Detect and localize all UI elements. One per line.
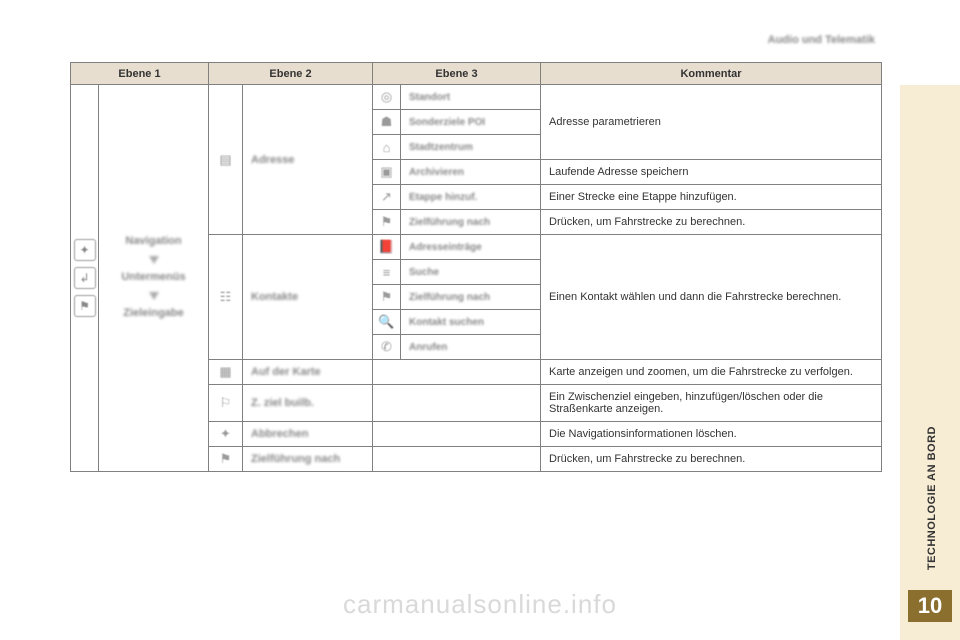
target-icon: ◎ bbox=[381, 89, 392, 105]
comment-cell: Drücken, um Fahrstrecke zu berechnen. bbox=[541, 447, 882, 472]
level2-label: Kontakte bbox=[243, 235, 373, 360]
poi-icon: ☗ bbox=[381, 114, 393, 130]
level2-label: Auf der Karte bbox=[243, 360, 373, 385]
level3-icon: ≡ bbox=[373, 260, 401, 285]
cancel-icon: ✦ bbox=[220, 426, 231, 442]
watermark: carmanualsonline.info bbox=[343, 589, 617, 620]
level3-label: Adresseinträge bbox=[401, 235, 541, 260]
stage-icon: ↗ bbox=[381, 189, 392, 205]
level3-icon: ☗ bbox=[373, 110, 401, 135]
level1-line1: Navigation bbox=[125, 235, 181, 247]
waypoint-icon: ⚐ bbox=[220, 395, 232, 411]
table-header-row: Ebene 1 Ebene 2 Ebene 3 Kommentar bbox=[71, 63, 882, 85]
call-icon: ✆ bbox=[381, 339, 392, 355]
comment-cell: Einen Kontakt wählen und dann die Fahrst… bbox=[541, 235, 882, 360]
arrow-down-icon bbox=[149, 256, 159, 264]
level3-label: Etappe hinzuf. bbox=[401, 185, 541, 210]
level2-icon: ▦ bbox=[209, 360, 243, 385]
level3-icon: ↗ bbox=[373, 185, 401, 210]
header-ebene1: Ebene 1 bbox=[71, 63, 209, 85]
sidebar-vertical-label: TECHNOLOGIE AN BORD bbox=[926, 426, 938, 570]
level1-line3: Zieleingabe bbox=[123, 307, 184, 319]
level2-icon: ⚑ bbox=[209, 447, 243, 472]
level2-icon: ▤ bbox=[209, 85, 243, 235]
exit-icon: ↲ bbox=[74, 267, 96, 289]
level3-empty bbox=[373, 422, 541, 447]
level2-label: Z. ziel builb. bbox=[243, 385, 373, 422]
level3-icon: ▣ bbox=[373, 160, 401, 185]
map-icon: ▦ bbox=[219, 364, 231, 380]
level2-label: Abbrechen bbox=[243, 422, 373, 447]
header-ebene3: Ebene 3 bbox=[373, 63, 541, 85]
flag-icon: ⚑ bbox=[74, 295, 96, 317]
level3-icon: ⚑ bbox=[373, 210, 401, 235]
level1-line2: Untermenüs bbox=[121, 271, 185, 283]
level2-icon: ✦ bbox=[209, 422, 243, 447]
level3-empty bbox=[373, 360, 541, 385]
book-icon: 📕 bbox=[378, 239, 394, 255]
level2-icon: ⚐ bbox=[209, 385, 243, 422]
level3-label: Zielführung nach bbox=[401, 285, 541, 310]
level3-label: Zielführung nach bbox=[401, 210, 541, 235]
arrow-down-icon bbox=[149, 292, 159, 300]
header-ebene2: Ebene 2 bbox=[209, 63, 373, 85]
level3-label: Anrufen bbox=[401, 335, 541, 360]
level2-icon: ☷ bbox=[209, 235, 243, 360]
level3-label: Sonderziele POI bbox=[401, 110, 541, 135]
city-icon: ⌂ bbox=[383, 140, 391, 155]
comment-cell: Ein Zwischenziel eingeben, hinzufügen/lö… bbox=[541, 385, 882, 422]
level3-empty bbox=[373, 385, 541, 422]
comment-cell: Karte anzeigen und zoomen, um die Fahrst… bbox=[541, 360, 882, 385]
level2-label: Adresse bbox=[243, 85, 373, 235]
comment-cell: Drücken, um Fahrstrecke zu berechnen. bbox=[541, 210, 882, 235]
page-header: Audio und Telematik bbox=[768, 34, 875, 46]
route-icon: ⚑ bbox=[381, 214, 393, 230]
level3-label: Stadtzentrum bbox=[401, 135, 541, 160]
route-icon: ⚑ bbox=[220, 451, 232, 467]
level3-icon: ✆ bbox=[373, 335, 401, 360]
table-row: ✦ ↲ ⚑ Navigation Untermenüs Zieleingabe … bbox=[71, 85, 882, 110]
search-small-icon: ≡ bbox=[383, 265, 391, 280]
level3-label: Kontakt suchen bbox=[401, 310, 541, 335]
route-icon: ⚑ bbox=[381, 289, 393, 305]
level3-empty bbox=[373, 447, 541, 472]
search-icon: 🔍 bbox=[378, 314, 394, 330]
level1-icon-stack: ✦ ↲ ⚑ bbox=[71, 85, 99, 472]
level3-icon: ⚑ bbox=[373, 285, 401, 310]
level3-label: Suche bbox=[401, 260, 541, 285]
menu-table: Ebene 1 Ebene 2 Ebene 3 Kommentar ✦ ↲ ⚑ … bbox=[70, 62, 882, 472]
archive-icon: ▣ bbox=[380, 164, 392, 180]
compass-icon: ✦ bbox=[74, 239, 96, 261]
level3-label: Archivieren bbox=[401, 160, 541, 185]
comment-cell: Laufende Adresse speichern bbox=[541, 160, 882, 185]
chapter-number-tab: 10 bbox=[908, 590, 952, 622]
comment-cell: Adresse parametrieren bbox=[541, 85, 882, 160]
level3-icon: 📕 bbox=[373, 235, 401, 260]
address-icon: ▤ bbox=[219, 152, 231, 168]
level2-label: Zielführung nach bbox=[243, 447, 373, 472]
contacts-icon: ☷ bbox=[220, 289, 232, 305]
level3-label: Standort bbox=[401, 85, 541, 110]
level3-icon: 🔍 bbox=[373, 310, 401, 335]
header-kommentar: Kommentar bbox=[541, 63, 882, 85]
level3-icon: ◎ bbox=[373, 85, 401, 110]
comment-cell: Einer Strecke eine Etappe hinzufügen. bbox=[541, 185, 882, 210]
level3-icon: ⌂ bbox=[373, 135, 401, 160]
level1-label-cell: Navigation Untermenüs Zieleingabe bbox=[99, 85, 209, 472]
comment-cell: Die Navigationsinformationen löschen. bbox=[541, 422, 882, 447]
